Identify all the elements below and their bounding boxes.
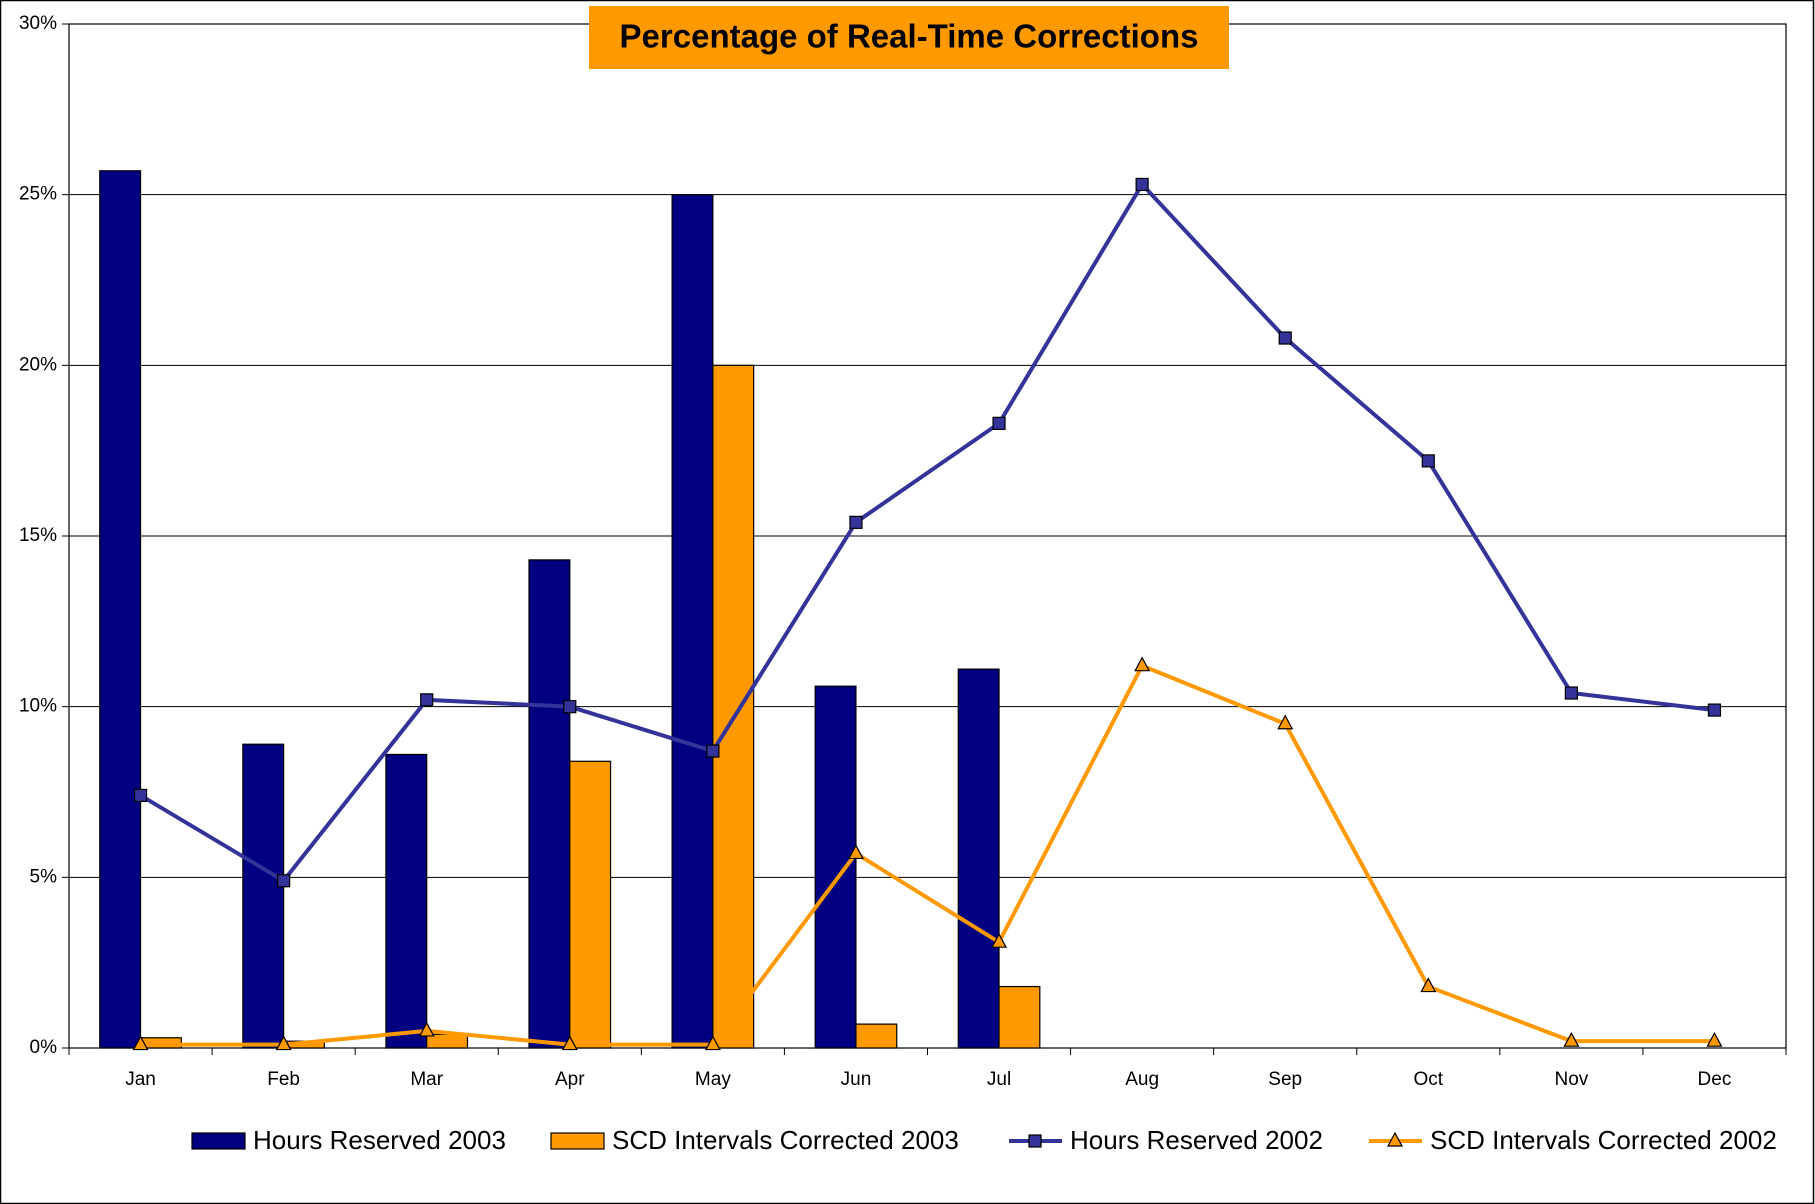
chart-title: Percentage of Real-Time Corrections [620, 18, 1199, 55]
marker [992, 416, 1006, 430]
marker [561, 1035, 578, 1051]
x-tick-label: Apr [555, 1069, 585, 1090]
bar [385, 753, 428, 1049]
marker [1564, 686, 1578, 700]
y-tick-label: 20% [19, 354, 57, 375]
y-tick-label: 15% [19, 525, 57, 546]
x-tick-label: Mar [410, 1069, 443, 1090]
marker [420, 693, 434, 707]
legend-marker [1386, 1131, 1404, 1147]
marker [1421, 454, 1435, 468]
marker [133, 788, 148, 803]
x-tick-label: Oct [1414, 1069, 1444, 1090]
marker [1563, 1031, 1580, 1047]
x-tick-label: Sep [1268, 1069, 1302, 1090]
legend-label: Hours Reserved 2002 [1070, 1125, 1323, 1155]
line [139, 181, 1715, 884]
bar [528, 559, 571, 1049]
y-tick-label: 30% [19, 13, 57, 34]
x-tick-label: Jun [841, 1069, 872, 1090]
marker [1278, 331, 1292, 345]
x-tick-label: Feb [267, 1069, 300, 1090]
marker [1707, 703, 1722, 717]
marker [849, 515, 863, 529]
x-tick-label: Jan [125, 1069, 156, 1090]
legend-marker [1028, 1134, 1042, 1148]
bar [814, 685, 857, 1049]
x-tick-label: Nov [1554, 1069, 1588, 1090]
legend-swatch [550, 1132, 605, 1150]
bar [998, 985, 1041, 1049]
x-tick-label: Dec [1698, 1069, 1732, 1090]
marker [275, 1035, 292, 1051]
bar [855, 1023, 898, 1049]
marker [1277, 714, 1294, 730]
bar [569, 760, 612, 1049]
marker [991, 932, 1008, 948]
y-tick-label: 0% [30, 1037, 58, 1058]
bar [957, 668, 1000, 1049]
bar [242, 743, 285, 1049]
marker [563, 700, 577, 714]
line [140, 663, 1715, 1047]
y-tick-label: 5% [30, 866, 58, 887]
y-tick-label: 25% [19, 184, 57, 205]
legend-label: SCD Intervals Corrected 2002 [1430, 1125, 1777, 1155]
marker [706, 744, 720, 758]
bar [671, 194, 714, 1049]
legend-label: Hours Reserved 2003 [253, 1125, 506, 1155]
title-box [589, 6, 1229, 69]
marker [847, 844, 864, 860]
marker [418, 1021, 435, 1037]
legend-swatch [191, 1132, 246, 1150]
marker [1134, 656, 1151, 672]
x-tick-label: May [695, 1069, 731, 1090]
legend-label: SCD Intervals Corrected 2003 [612, 1125, 959, 1155]
bar [99, 170, 142, 1049]
y-tick-label: 10% [19, 696, 57, 717]
marker [704, 1035, 721, 1051]
marker [1420, 977, 1437, 993]
marker [1135, 177, 1149, 192]
x-tick-label: Jul [987, 1069, 1011, 1090]
marker [1706, 1031, 1723, 1047]
marker [277, 874, 291, 888]
x-tick-label: Aug [1125, 1069, 1159, 1090]
marker [132, 1035, 149, 1051]
bar [712, 364, 755, 1049]
